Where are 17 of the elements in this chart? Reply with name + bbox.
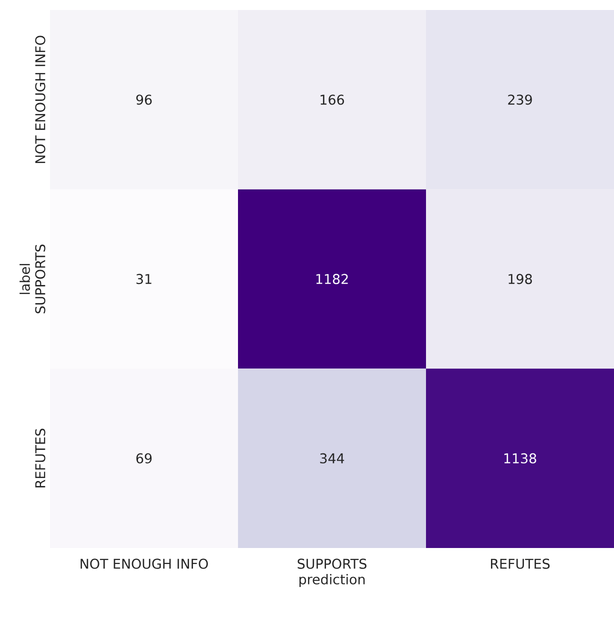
data-label: 344 (320, 453, 344, 464)
y-tick-label: SUPPORTS (35, 244, 46, 314)
data-label: 166 (320, 94, 344, 105)
data-label: 69 (136, 453, 152, 464)
x-tick-label: SUPPORTS (298, 558, 366, 569)
data-label: 198 (508, 274, 532, 284)
data-label: 1138 (504, 453, 536, 464)
x-tick-label: REFUTES (490, 558, 550, 569)
data-label: 31 (136, 274, 152, 284)
x-tick-label: NOT ENOUGH INFO (80, 558, 208, 569)
y-axis-title: label (20, 264, 30, 294)
x-axis-title: prediction (299, 574, 365, 588)
y-tick-label: REFUTES (35, 428, 46, 488)
data-label: 1182 (316, 274, 348, 284)
data-label: 96 (136, 94, 152, 105)
data-label: 239 (508, 94, 532, 105)
y-tick-label: NOT ENOUGH INFO (35, 36, 46, 163)
